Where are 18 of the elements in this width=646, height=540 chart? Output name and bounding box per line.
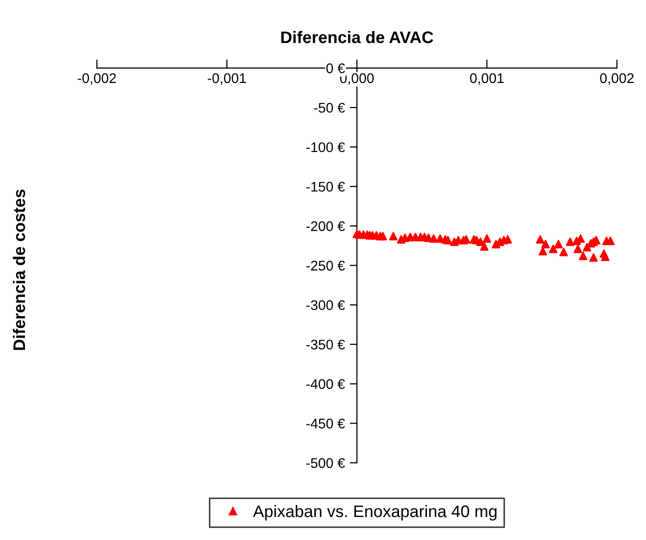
y-tick-label: -150 €: [306, 182, 345, 192]
x-tick-label: 0,002: [600, 73, 634, 85]
y-tick-label: -450 €: [306, 418, 345, 428]
y-tick-label: -300 €: [306, 300, 345, 310]
x-tick-label: -0,001: [208, 73, 246, 85]
y-tick-label: 0 €: [326, 63, 345, 74]
y-tick-label: -250 €: [306, 260, 345, 271]
y-tick-label: -100 €: [306, 142, 345, 152]
y-tick-label: -200 €: [306, 221, 345, 232]
x-tick-label: -0,002: [78, 73, 116, 85]
x-axis-title: Diferencia de AVAC: [281, 30, 434, 44]
legend-label: Apixaban vs. Enoxaparina 40 mg: [252, 504, 496, 521]
y-tick-label: -50 €: [314, 102, 345, 113]
y-tick-label: -350 €: [306, 340, 345, 350]
x-tick-label: 0,001: [470, 73, 504, 85]
y-axis-title: Diferencia de costes: [12, 190, 26, 350]
y-tick-label: -500 €: [306, 458, 345, 468]
y-tick-label: -400 €: [306, 379, 345, 389]
